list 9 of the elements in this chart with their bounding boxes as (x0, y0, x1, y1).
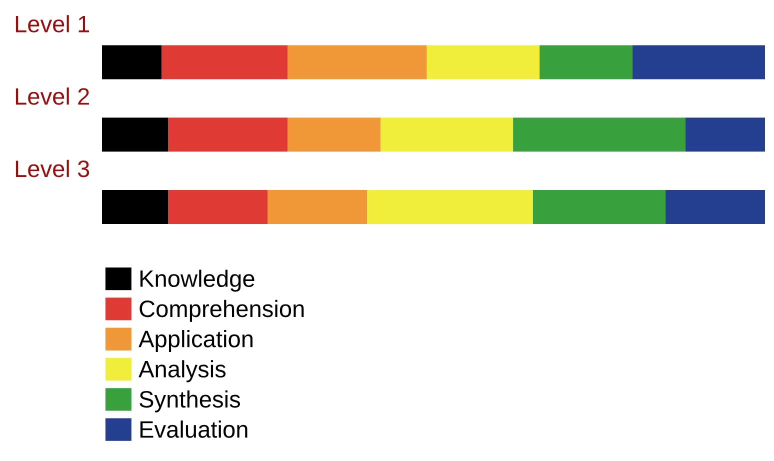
legend-label: Application (138, 330, 252, 352)
legend-label: Evaluation (140, 420, 248, 438)
legend-label: Analysis (138, 360, 226, 382)
legend-label: Synthesis (140, 390, 240, 412)
y-tick-label: Level 2 (16, 87, 89, 105)
y-tick-label: Level 3 (16, 160, 90, 178)
legend-label: Knowledge (140, 270, 254, 292)
y-tick-label: Level 1 (16, 15, 89, 32)
legend-label: Comprehension (140, 300, 304, 322)
